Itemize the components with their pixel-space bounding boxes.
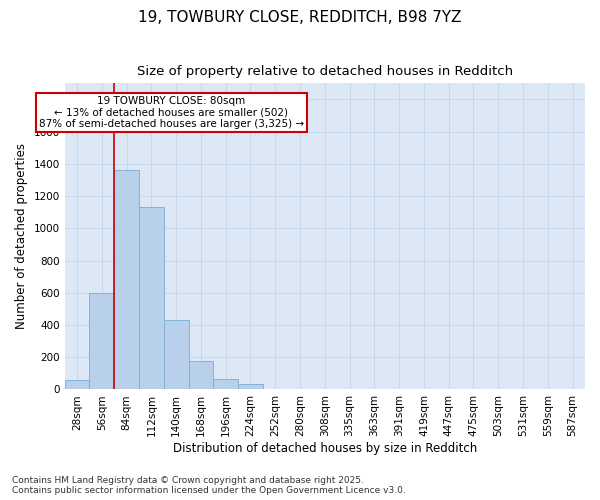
Bar [238,384,263,390]
Text: Contains HM Land Registry data © Crown copyright and database right 2025.
Contai: Contains HM Land Registry data © Crown c… [12,476,406,495]
Bar [164,320,188,390]
Title: Size of property relative to detached houses in Redditch: Size of property relative to detached ho… [137,65,513,78]
Bar [89,293,114,390]
Bar [214,379,238,390]
Y-axis label: Number of detached properties: Number of detached properties [15,144,28,330]
Text: 19 TOWBURY CLOSE: 80sqm
← 13% of detached houses are smaller (502)
87% of semi-d: 19 TOWBURY CLOSE: 80sqm ← 13% of detache… [38,96,304,129]
X-axis label: Distribution of detached houses by size in Redditch: Distribution of detached houses by size … [173,442,477,455]
Bar [114,170,139,390]
Text: 19, TOWBURY CLOSE, REDDITCH, B98 7YZ: 19, TOWBURY CLOSE, REDDITCH, B98 7YZ [138,10,462,25]
Bar [337,388,362,390]
Bar [188,362,214,390]
Bar [65,380,89,390]
Bar [139,208,164,390]
